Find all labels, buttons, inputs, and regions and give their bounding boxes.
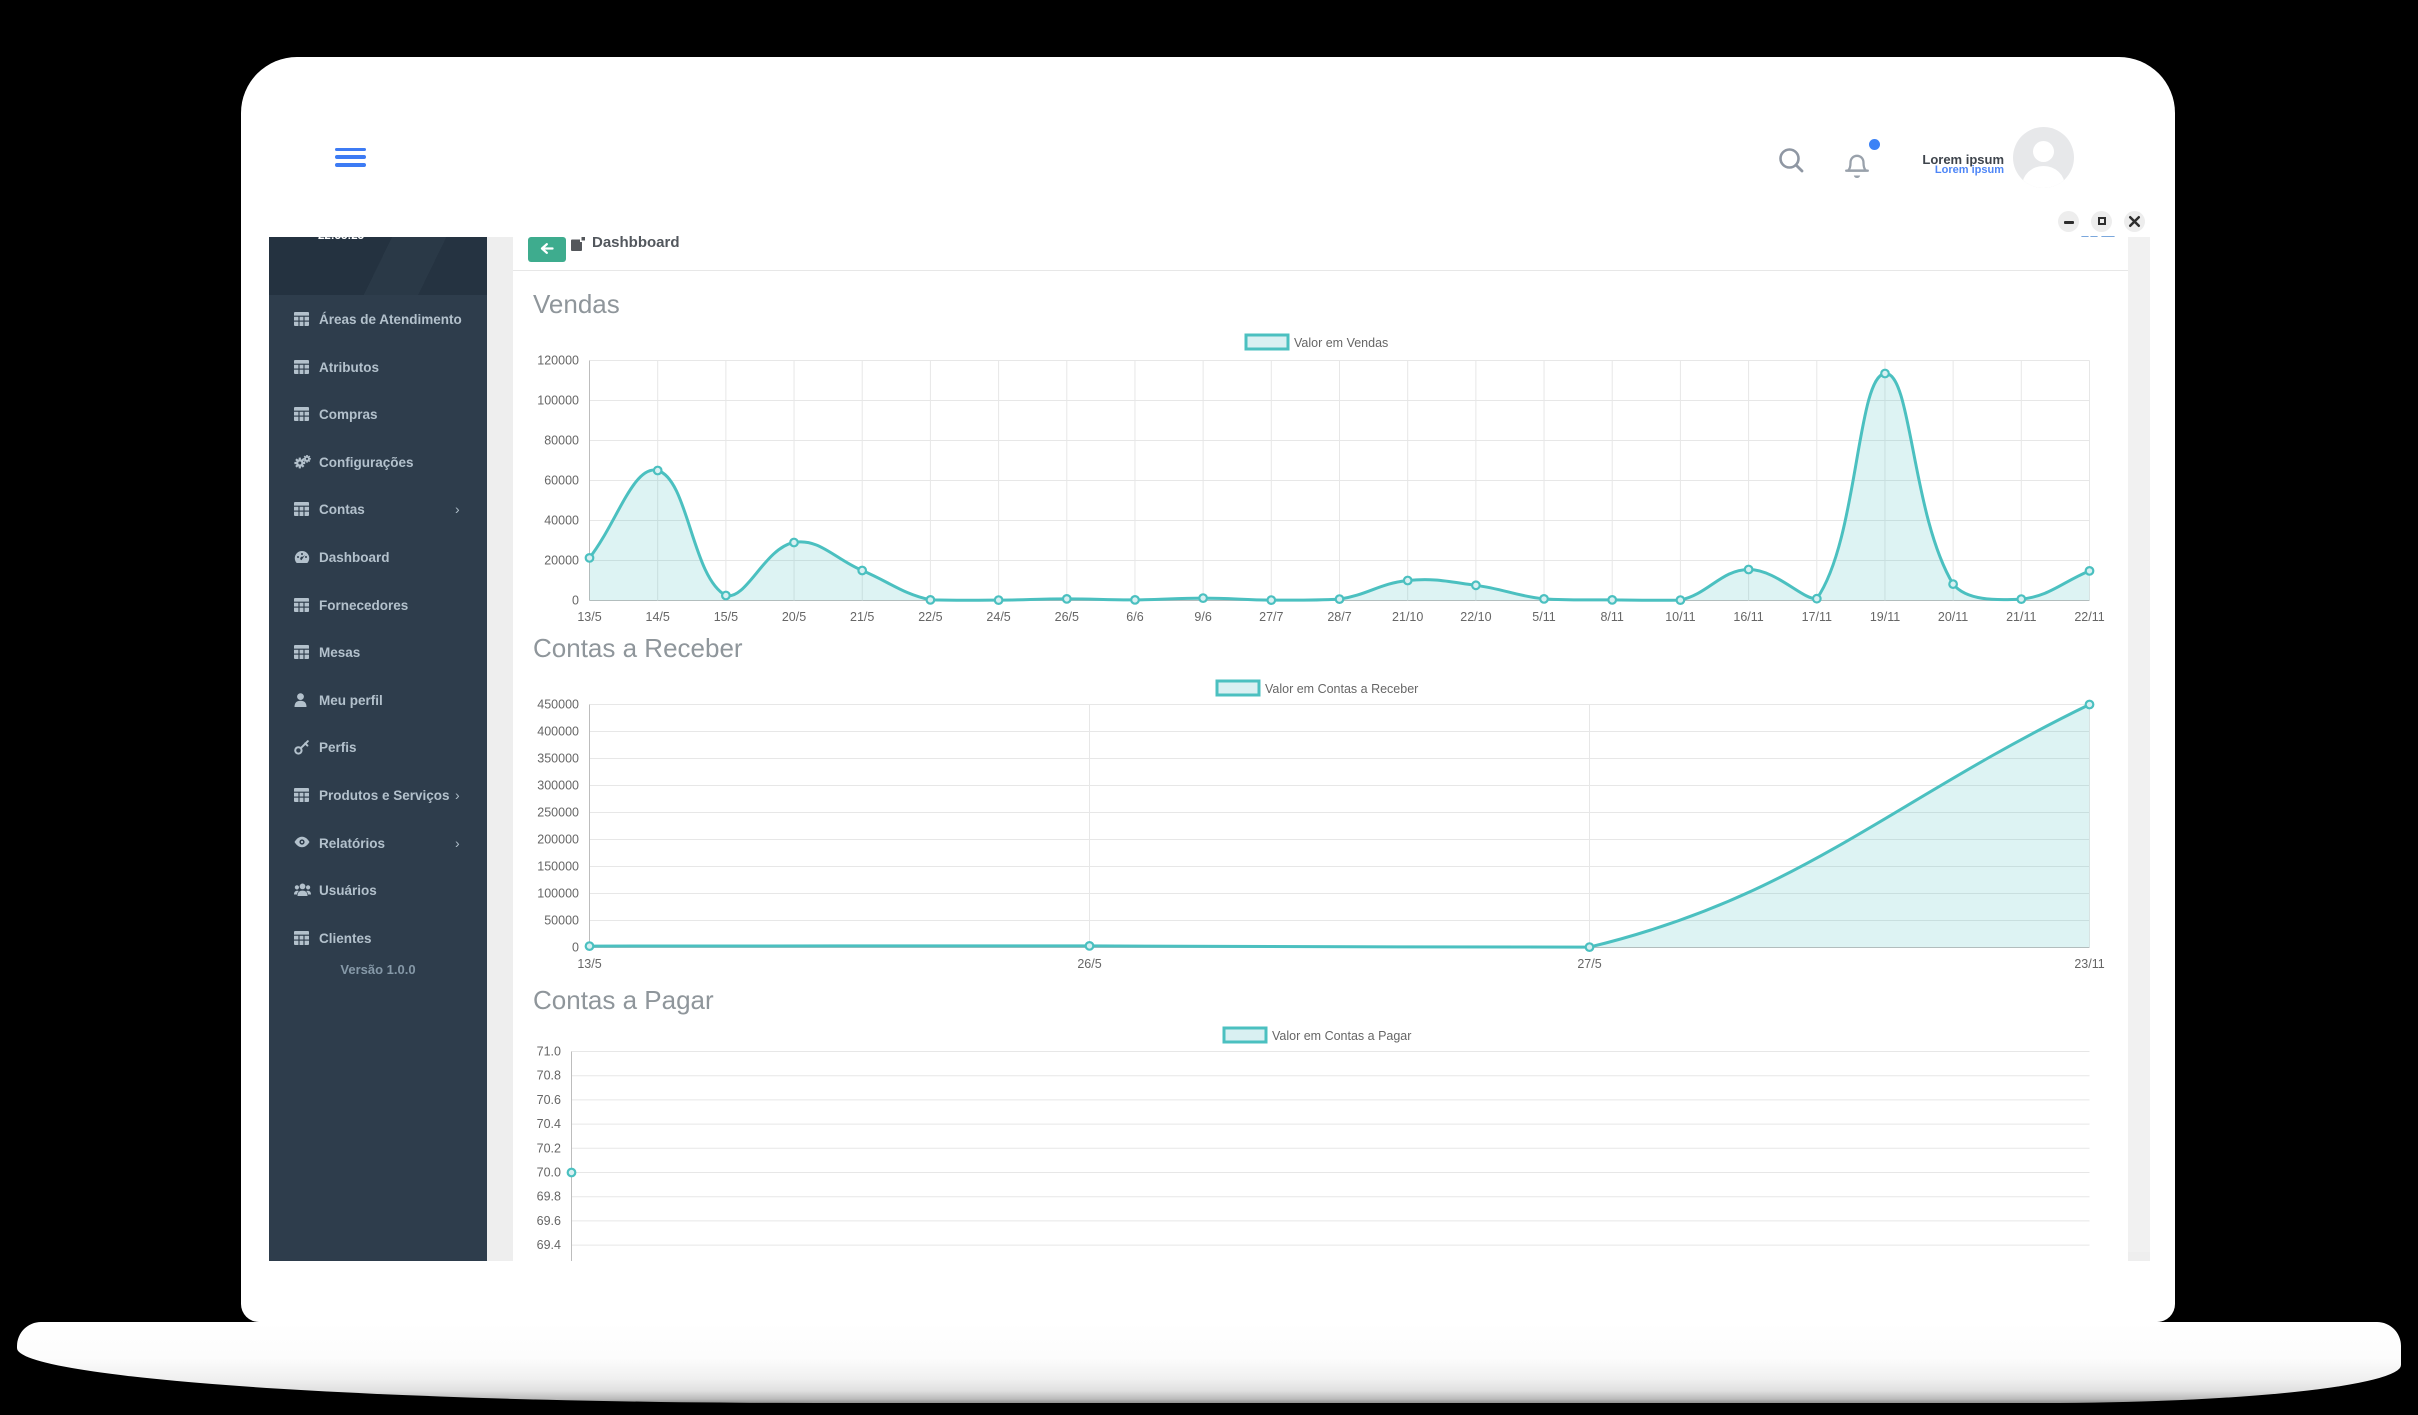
svg-text:0: 0 [572,941,579,955]
svg-text:13/5: 13/5 [577,610,601,624]
svg-text:24/5: 24/5 [986,610,1010,624]
svg-text:26/5: 26/5 [1077,957,1101,971]
svg-text:21/10: 21/10 [1392,610,1423,624]
svg-text:300000: 300000 [537,779,579,793]
svg-text:23/11: 23/11 [2074,957,2104,971]
svg-text:0: 0 [572,594,579,608]
svg-text:60000: 60000 [544,474,579,488]
svg-text:80000: 80000 [544,434,579,448]
svg-text:22/10: 22/10 [1460,610,1491,624]
svg-text:26/5: 26/5 [1055,610,1079,624]
svg-text:9/6: 9/6 [1194,610,1211,624]
svg-text:400000: 400000 [537,725,579,739]
svg-text:70.0: 70.0 [537,1166,561,1180]
svg-text:19/11: 19/11 [1870,610,1900,624]
svg-text:15/5: 15/5 [714,610,738,624]
svg-text:70.8: 70.8 [537,1069,561,1083]
svg-text:20/5: 20/5 [782,610,806,624]
svg-text:17/11: 17/11 [1802,610,1832,624]
svg-text:13/5: 13/5 [577,957,601,971]
svg-text:350000: 350000 [537,752,579,766]
svg-text:50000: 50000 [544,914,579,928]
svg-text:450000: 450000 [537,698,579,712]
svg-text:100000: 100000 [537,394,579,408]
svg-text:20/11: 20/11 [1938,610,1968,624]
svg-text:21/5: 21/5 [850,610,874,624]
svg-text:70.2: 70.2 [537,1141,561,1155]
svg-text:Valor em Contas a Receber: Valor em Contas a Receber [1265,682,1418,696]
svg-text:6/6: 6/6 [1126,610,1143,624]
svg-text:27/7: 27/7 [1259,610,1283,624]
svg-text:69.4: 69.4 [537,1238,561,1252]
svg-text:22/11: 22/11 [2074,610,2104,624]
svg-text:8/11: 8/11 [1600,610,1623,624]
svg-text:Valor em Contas a Pagar: Valor em Contas a Pagar [1272,1029,1411,1043]
svg-text:120000: 120000 [537,354,579,368]
svg-text:200000: 200000 [537,833,579,847]
svg-text:250000: 250000 [537,806,579,820]
svg-text:14/5: 14/5 [646,610,670,624]
svg-text:16/11: 16/11 [1733,610,1763,624]
svg-text:28/7: 28/7 [1327,610,1351,624]
svg-text:70.6: 70.6 [537,1093,561,1107]
svg-text:Valor em Vendas: Valor em Vendas [1294,336,1388,350]
svg-text:150000: 150000 [537,860,579,874]
svg-text:70.4: 70.4 [537,1117,561,1131]
svg-text:22/5: 22/5 [918,610,942,624]
svg-text:27/5: 27/5 [1577,957,1601,971]
svg-text:5/11: 5/11 [1532,610,1555,624]
svg-text:10/11: 10/11 [1665,610,1695,624]
svg-text:71.0: 71.0 [537,1045,561,1059]
svg-text:100000: 100000 [537,887,579,901]
svg-text:69.8: 69.8 [537,1190,561,1204]
svg-text:20000: 20000 [544,554,579,568]
svg-text:40000: 40000 [544,514,579,528]
svg-text:21/11: 21/11 [2006,610,2036,624]
svg-text:69.6: 69.6 [537,1214,561,1228]
